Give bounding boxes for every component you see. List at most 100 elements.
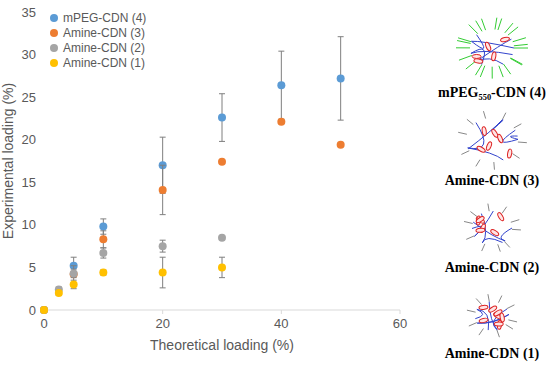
legend-marker [50, 14, 58, 22]
y-tick-label: 20 [22, 132, 36, 147]
drug-molecule [476, 228, 485, 233]
y-tick-label: 35 [22, 5, 36, 20]
legend: mPEG-CDN (4)Amine-CDN (3)Amine-CDN (2)Am… [50, 11, 146, 70]
surface-chain [470, 212, 477, 217]
error-cap [160, 137, 166, 138]
point [40, 306, 48, 314]
surface-chain [502, 207, 507, 214]
error-cap [219, 93, 225, 94]
chart: 020406005101520253035Theoretical loading… [0, 0, 559, 374]
point [159, 242, 167, 250]
surface-chain [503, 64, 510, 74]
surface-chain [506, 325, 513, 330]
surface-chain [458, 132, 467, 134]
drug-molecule [497, 212, 505, 222]
x-tick-label: 20 [155, 316, 169, 331]
error-cap [71, 257, 77, 258]
y-tick-label: 25 [22, 90, 36, 105]
error-bar [100, 248, 106, 258]
error-bar [71, 280, 77, 289]
error-cap [160, 287, 166, 288]
network-strand [468, 120, 502, 149]
surface-chain [511, 58, 523, 64]
point [277, 118, 285, 126]
drug-molecule [475, 216, 485, 224]
nanoparticle-illustration [467, 294, 517, 337]
legend-label: mPEG-CDN (4) [63, 11, 146, 25]
series [40, 37, 345, 314]
surface-chain [492, 67, 493, 79]
error-bar [160, 257, 166, 288]
surface-chain [510, 58, 522, 65]
network-strand [468, 148, 503, 160]
surface-chain [508, 320, 517, 322]
surface-chain [514, 48, 528, 49]
surface-chain [512, 229, 521, 231]
point [99, 235, 107, 243]
error-cap [219, 141, 225, 142]
illustration-label: Amine-CDN (3) [445, 173, 540, 189]
surface-chain [469, 25, 478, 34]
surface-chain [495, 18, 497, 30]
y-tick [41, 97, 44, 98]
error-bar [219, 94, 225, 142]
surface-chain [514, 124, 522, 128]
point [40, 306, 48, 314]
surface-chain [458, 38, 471, 42]
x-tick [281, 310, 282, 314]
drug-molecule [494, 322, 503, 326]
error-cap [160, 165, 166, 166]
x-tick-label: 0 [40, 316, 47, 331]
point [70, 270, 78, 278]
y-tick [41, 182, 44, 183]
y-tick [41, 54, 44, 55]
legend-marker [50, 29, 58, 37]
error-cap [160, 214, 166, 215]
point [40, 306, 48, 314]
legend-marker [50, 59, 58, 67]
y-tick [41, 267, 44, 268]
error-bar [219, 257, 225, 277]
y-tick-label: 10 [22, 217, 36, 232]
point [337, 74, 345, 82]
surface-chain [514, 44, 528, 45]
error-cap [219, 277, 225, 278]
surface-chain [513, 38, 526, 42]
surface-chain [475, 65, 481, 76]
error-bar [160, 165, 166, 214]
network-strand [510, 136, 518, 139]
surface-chain [488, 294, 489, 302]
network-strand [471, 41, 514, 48]
network-strand [471, 35, 483, 49]
nanoparticle-illustration [464, 204, 521, 252]
y-tick-label: 15 [22, 175, 36, 190]
point [277, 81, 285, 89]
surface-chain [498, 244, 501, 251]
drug-molecule [485, 141, 492, 151]
surface-chain [467, 119, 473, 124]
error-cap [100, 247, 106, 248]
point [40, 306, 48, 314]
y-tick [41, 139, 44, 140]
surface-chain [505, 23, 513, 33]
error-cap [278, 51, 284, 52]
error-bar [278, 51, 284, 119]
error-bar [338, 37, 344, 120]
illustration-label: Amine-CDN (2) [445, 260, 540, 276]
network-strand [493, 309, 506, 330]
surface-chain [518, 142, 527, 144]
surface-chain [466, 236, 474, 240]
y-tick-label: 30 [22, 47, 36, 62]
drug-molecule [507, 149, 513, 159]
illustration-label: Amine-CDN (1) [445, 346, 540, 362]
network-strand [475, 211, 494, 236]
error-cap [100, 258, 106, 259]
series [40, 257, 226, 314]
plot-marks [40, 37, 345, 314]
surface-chain [488, 204, 489, 212]
error-bar [160, 240, 166, 252]
nanoparticle-illustration [458, 111, 527, 170]
drug-molecule [490, 229, 500, 237]
surface-chain [483, 111, 485, 118]
network-strand [477, 309, 489, 330]
